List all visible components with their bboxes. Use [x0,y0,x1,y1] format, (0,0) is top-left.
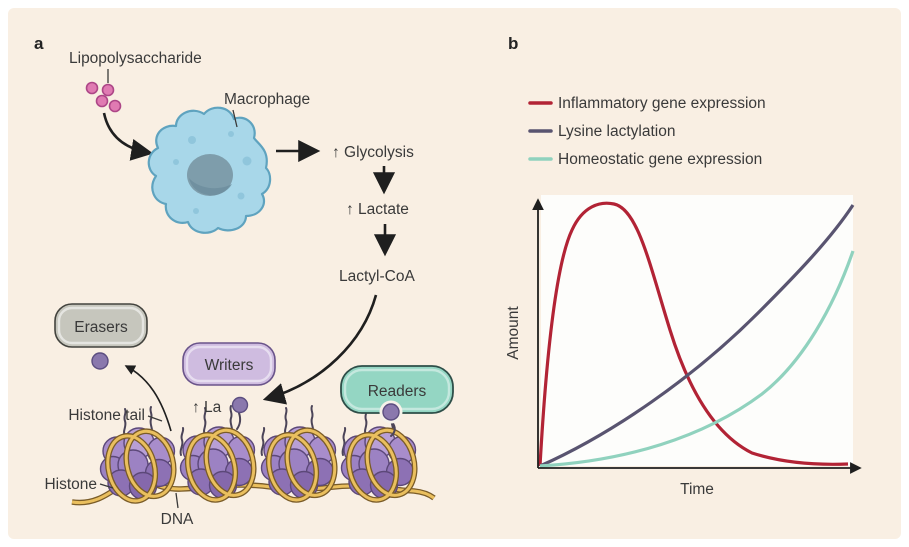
curve-lysine-lactylation [539,204,855,468]
lipopolysaccharide-label: Lipopolysaccharide [69,50,202,67]
histone-tail-label: Histone tail [68,407,145,424]
histone-tail-pointer-line [147,415,163,422]
lactyl-coa-label: Lactyl-CoA [339,268,415,285]
curve-homeostatic [539,250,855,468]
legend-label-inflammatory: Inflammatory gene expression [558,95,766,112]
readers-label: Readers [368,383,427,400]
histone-label: Histone [44,476,97,493]
macrophage-pointer-line [232,109,238,128]
lactate-label: ↑ Lactate [346,201,409,218]
lactyl-mark-read-icon [382,403,400,421]
panel-b-label: b [508,34,518,53]
arrow-lps-to-macrophage-icon [102,112,154,161]
nucleosome-2-icon [181,406,261,505]
nucleosome-4-icon [342,406,422,505]
dna-label: DNA [161,511,194,528]
histone-pointer-line [99,483,114,489]
y-axis-label: Amount [505,306,522,360]
macrophage-label: Macrophage [224,91,310,108]
dna-pointer-line [175,492,179,509]
writers-label: Writers [205,357,254,374]
x-axis-label: Time [680,481,714,498]
arrow-tail-to-erasers-icon [124,365,172,432]
lps-molecule-icon [85,81,122,113]
plot-area [541,195,853,466]
lactyl-mark-removed-icon [91,352,109,370]
legend-label-homeostatic: Homeostatic gene expression [558,151,762,168]
arrow-lactylcoa-to-la-icon [262,294,378,405]
lactyl-mark-added-icon [231,396,249,414]
curve-inflammatory [538,201,849,467]
nucleosome-3-icon [262,406,342,505]
erasers-box: Erasers [54,303,148,348]
la-tail-icon [236,412,242,430]
chart-legend: Inflammatory gene expression Lysine lact… [528,95,766,168]
glycolysis-label: ↑ Glycolysis [332,144,414,161]
histone-tail-icon [260,427,266,456]
writers-box: Writers [182,342,276,386]
line-chart: Amount Time [505,195,862,498]
histone-tail-icon [341,427,347,456]
erasers-label: Erasers [74,319,128,336]
histone-tail-icon [179,427,185,456]
legend-label-lysine: Lysine lactylation [558,123,675,140]
la-label: ↑ La [192,399,222,416]
panel-a-label: a [34,34,44,53]
macrophage-cell-icon [147,106,272,234]
